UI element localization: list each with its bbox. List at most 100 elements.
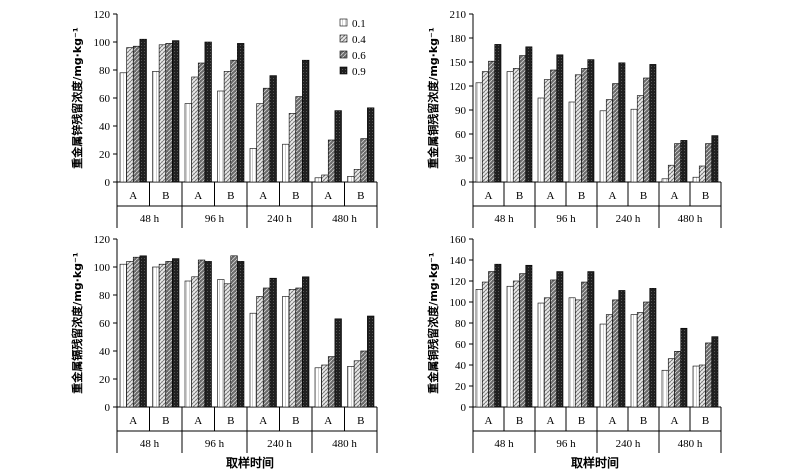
bar: [269, 75, 277, 183]
bar: [599, 323, 607, 408]
y-tick-label: 0: [105, 177, 111, 189]
bar: [197, 62, 206, 183]
group-label: 48 h: [494, 213, 514, 225]
bar: [649, 288, 657, 408]
chart-panel-2: 0 30 60 90 120 150 180 210 重金属铜残留浓度/mg·kg⁻¹ A B A B A…: [426, 9, 722, 228]
legend-label: 0.4: [352, 34, 366, 46]
bar: [550, 69, 558, 183]
bar: [612, 299, 620, 408]
legend-label: 0.9: [352, 66, 366, 78]
bar: [705, 143, 713, 183]
x-tick-label: B: [516, 190, 523, 202]
bar: [119, 72, 127, 183]
x-tick-label: A: [609, 415, 617, 427]
bar: [556, 271, 564, 408]
x-tick-label: B: [227, 190, 234, 202]
bar: [139, 38, 147, 183]
bar: [630, 108, 638, 183]
bar: [475, 82, 483, 183]
y-tick-label: 0: [461, 402, 467, 414]
group-label: 48 h: [140, 438, 160, 450]
bar: [494, 263, 502, 408]
bar: [512, 68, 520, 183]
bar: [152, 71, 160, 183]
x-tick-label: B: [640, 415, 647, 427]
bar: [711, 135, 719, 183]
bar: [587, 59, 595, 183]
group-label: 96 h: [556, 438, 576, 450]
y-tick-label: 80: [99, 65, 111, 77]
bar: [269, 277, 277, 408]
bar: [367, 107, 375, 183]
bar: [256, 296, 264, 408]
x-axis-label-right: 取样时间: [571, 455, 619, 470]
y-tick-label: 140: [450, 255, 467, 267]
y-tick-label: 100: [94, 262, 111, 274]
y-axis-label: 重金属铜残留浓度/mg·kg⁻¹: [426, 27, 440, 169]
bar: [327, 356, 336, 408]
bar: [581, 68, 589, 183]
bar: [165, 43, 173, 183]
bar: [334, 110, 342, 183]
y-tick-label: 90: [455, 105, 467, 117]
bar: [680, 140, 688, 183]
y-tick-label: 80: [99, 290, 111, 302]
bar: [302, 59, 310, 183]
bar: [334, 318, 342, 408]
x-axis-label-left: 取样时间: [226, 455, 274, 470]
y-tick-label: 160: [450, 234, 467, 246]
bar: [184, 103, 192, 183]
bar: [165, 261, 173, 408]
bar: [636, 95, 644, 183]
x-tick-label: B: [292, 415, 299, 427]
bar: [680, 327, 688, 408]
bar: [347, 176, 355, 183]
bar: [126, 47, 134, 183]
bar: [360, 350, 368, 408]
bar: [605, 314, 613, 408]
y-tick-label: 40: [99, 121, 111, 133]
bar: [674, 351, 682, 408]
bar: [661, 178, 669, 183]
y-tick-label: 120: [450, 81, 467, 93]
bar: [262, 87, 271, 183]
bar: [327, 139, 336, 183]
legend-swatch: [339, 66, 348, 75]
bar: [643, 301, 651, 408]
bar: [204, 261, 212, 408]
bar: [537, 302, 545, 408]
bar: [519, 273, 527, 408]
bar: [512, 280, 520, 408]
bar: [568, 101, 576, 183]
x-tick-label: A: [259, 415, 267, 427]
y-axis-label: 重金属铜残留浓度/mg·kg⁻¹: [426, 252, 440, 394]
x-tick-label: B: [292, 190, 299, 202]
legend-swatch: [339, 18, 348, 27]
group-label: 480 h: [332, 438, 357, 450]
x-tick-label: B: [357, 415, 364, 427]
bar: [302, 276, 310, 408]
bar: [347, 366, 355, 408]
y-tick-label: 0: [105, 402, 111, 414]
bar: [184, 280, 192, 408]
bar: [288, 113, 297, 183]
x-tick-label: A: [609, 190, 617, 202]
bar: [618, 290, 626, 408]
group-label: 96 h: [556, 213, 576, 225]
group-label: 48 h: [494, 438, 514, 450]
x-tick-label: B: [702, 190, 709, 202]
x-tick-label: A: [547, 415, 555, 427]
bar: [172, 258, 180, 408]
y-tick-label: 60: [99, 318, 111, 330]
bar: [282, 143, 290, 183]
y-tick-label: 120: [450, 276, 467, 288]
group-label: 240 h: [616, 213, 641, 225]
y-tick-label: 40: [99, 346, 111, 358]
group-label: 240 h: [267, 213, 292, 225]
x-tick-label: B: [357, 190, 364, 202]
bar: [158, 44, 167, 183]
bar: [132, 45, 141, 183]
x-tick-label: B: [578, 190, 585, 202]
y-tick-label: 180: [450, 33, 467, 45]
